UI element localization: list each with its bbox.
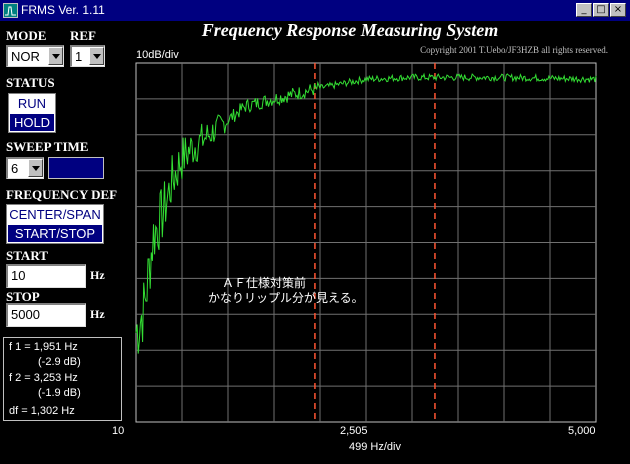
maximize-button[interactable]: □ (593, 3, 609, 17)
f2-level: (-1.9 dB) (38, 387, 81, 399)
x-tick-label: 10 (112, 425, 125, 437)
x-axis-label: 499 Hz/div (349, 441, 401, 453)
stop-label: STOP (6, 289, 40, 304)
start-label: START (6, 248, 48, 263)
copyright-text: Copyright 2001 T.Uebo/JF3HZB all rights … (420, 45, 608, 55)
chevron-down-icon[interactable] (89, 47, 104, 65)
f1-level: (-2.9 dB) (38, 356, 81, 368)
annotation-line-1: ＡＦ仕様対策前 (222, 276, 307, 290)
status-hold-option[interactable]: HOLD (9, 113, 55, 132)
window-title: FRMS Ver. 1.11 (21, 3, 105, 17)
title-bar (0, 0, 630, 21)
status-run-option[interactable]: RUN (17, 96, 47, 111)
df-readout: df = 1,302 Hz (9, 405, 75, 417)
sweep-time-label: SWEEP TIME (6, 139, 89, 154)
x-tick-label: 5,000 (568, 425, 596, 437)
plot-grid (135, 62, 597, 423)
center-span-option[interactable]: CENTER/SPAN (9, 207, 101, 222)
mode-select[interactable]: NOR (6, 45, 64, 67)
x-tick-label: 2,505 (340, 425, 368, 437)
stop-input[interactable]: 5000 (6, 303, 86, 327)
start-unit: Hz (90, 268, 105, 282)
ref-label: REF (70, 28, 96, 43)
stop-unit: Hz (90, 307, 105, 321)
f2-readout: f 2 = 3,253 Hz (9, 372, 78, 384)
ref-value: 1 (75, 49, 83, 64)
minimize-button[interactable]: _ (576, 3, 592, 17)
chevron-down-icon[interactable] (48, 47, 63, 65)
mode-label: MODE (6, 28, 47, 43)
y-axis-label: 10dB/div (136, 49, 179, 61)
sweep-time-value: 6 (11, 161, 19, 176)
frequency-def-options: CENTER/SPAN START/STOP (6, 204, 104, 244)
status-options: RUN HOLD (8, 93, 56, 133)
graph-title: Frequency Response Measuring System (201, 20, 499, 40)
close-button[interactable]: × (610, 3, 626, 17)
frequency-def-label: FREQUENCY DEF (6, 187, 118, 202)
start-stop-option[interactable]: START/STOP (7, 224, 103, 243)
f1-readout: f 1 = 1,951 Hz (9, 341, 78, 353)
mode-value: NOR (11, 49, 40, 64)
annotation-line-2: かなりリップル分が見える。 (208, 291, 364, 305)
ref-select[interactable]: 1 (70, 45, 105, 67)
sweep-progress (48, 157, 104, 179)
start-input[interactable]: 10 (6, 264, 86, 288)
sweep-time-select[interactable]: 6 (6, 157, 44, 179)
cursor-readout: f 1 = 1,951 Hz (-2.9 dB) f 2 = 3,253 Hz … (3, 337, 122, 421)
response-trace (135, 72, 597, 354)
chevron-down-icon[interactable] (28, 159, 43, 177)
app-icon (3, 3, 18, 18)
status-label: STATUS (6, 75, 55, 90)
